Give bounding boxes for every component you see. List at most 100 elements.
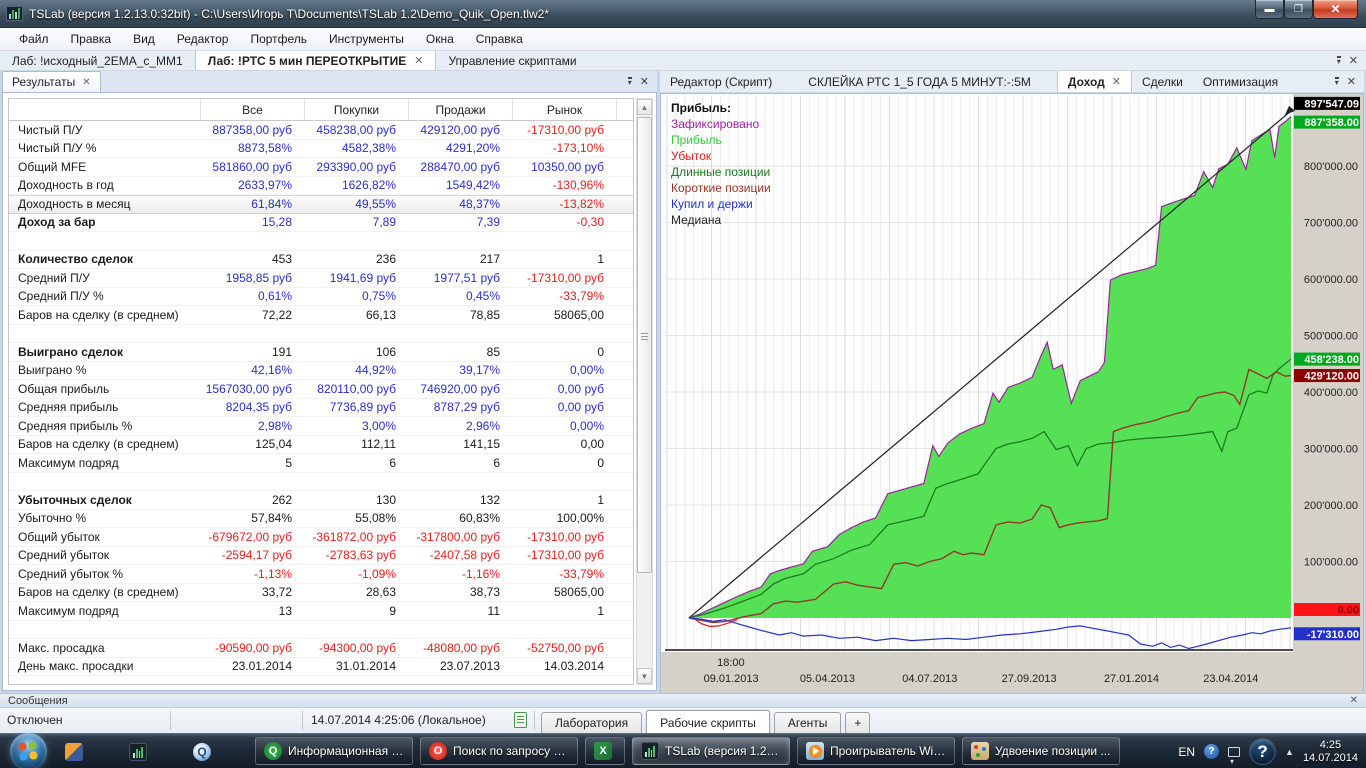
chart-tab[interactable]: Оптимизация <box>1193 71 1288 92</box>
table-row[interactable]: Убыточных сделок 262 130 132 1 <box>9 491 633 510</box>
help-tray-icon[interactable]: ? <box>1204 744 1220 759</box>
chevron-down-icon[interactable]: ▾ <box>1334 77 1339 87</box>
cell-value: 581860,00 руб <box>212 159 292 174</box>
chevron-down-icon[interactable]: ▾ <box>627 77 632 87</box>
tab-results[interactable]: Результаты ✕ <box>2 71 101 92</box>
column-header[interactable]: Покупки <box>305 99 409 120</box>
close-icon[interactable]: ✕ <box>1348 55 1358 67</box>
table-row[interactable]: Максимум подряд 5 6 6 0 <box>9 454 633 473</box>
table-row[interactable]: Баров на сделку (в среднем) 125,04 112,11 1… <box>9 436 633 454</box>
table-row[interactable]: Чистый П/У 887358,00 руб 458238,00 руб 4291… <box>9 121 633 140</box>
workspace-tab-Агенты[interactable]: Агенты <box>773 712 842 734</box>
table-row[interactable]: Средний убыток % -1,13% -1,09% -1,16% -33,79… <box>9 565 633 584</box>
menu-Справка[interactable]: Справка <box>475 32 523 46</box>
lab-tab[interactable]: Лаб: !исходный_2EMA_с_MM1 <box>0 51 195 70</box>
vertical-scrollbar[interactable]: ▲ ▼ <box>636 98 653 685</box>
workspace-tab-Рабочие скрипты[interactable]: Рабочие скрипты <box>646 710 770 734</box>
taskbar-button-Поиск по з[interactable]: O Поиск по запросу J... <box>420 737 578 765</box>
column-header[interactable]: Все <box>201 99 305 120</box>
messages-panel-header[interactable]: Сообщения ✕ <box>0 693 1366 707</box>
close-icon[interactable]: ✕ <box>1111 76 1121 88</box>
close-icon[interactable]: ✕ <box>82 76 91 88</box>
table-row[interactable]: Баров на сделку (в среднем) 72,22 66,13 78,… <box>9 306 633 325</box>
chart-tab[interactable]: Сделки <box>1132 71 1193 92</box>
table-row[interactable]: Максимум подряд 13 9 11 1 <box>9 602 633 621</box>
column-header[interactable]: Рынок <box>513 99 617 120</box>
chart-tab[interactable]: Доход ✕ <box>1056 71 1132 92</box>
lab-tab[interactable]: Управление скриптами <box>436 51 588 70</box>
table-row[interactable]: Доходность в год 2633,97% 1626,82% 1549,42%… <box>9 177 633 195</box>
taskbar-button[interactable]: X <box>585 737 625 765</box>
menu-Редактор[interactable]: Редактор <box>176 32 229 46</box>
table-row[interactable]: Баров на сделку (в среднем) 33,72 28,63 38,… <box>9 584 633 602</box>
opera-icon: O <box>429 742 447 760</box>
menu-Правка[interactable]: Правка <box>70 32 112 46</box>
chart-tab[interactable]: СКЛЕЙКА РТС 1_5 ГОДА 5 МИНУТ:-:5М <box>782 71 1057 92</box>
taskbar-button-Удвоение п[interactable]: Удвоение позиции ... <box>962 737 1120 765</box>
table-row[interactable]: Общий MFE 581860,00 руб 293390,00 руб 28847… <box>9 158 633 177</box>
table-row[interactable]: Доход за бар 15,28 7,89 7,39 -0,30 <box>9 214 633 232</box>
close-button[interactable]: ✕ <box>1313 0 1358 19</box>
table-row[interactable]: Средний убыток -2594,17 руб -2783,63 руб -2… <box>9 547 633 565</box>
chevron-down-icon[interactable]: ▾ <box>1336 56 1341 66</box>
lab-tab[interactable]: Лаб: !РТС 5 мин ПЕРЕОТКРЫТИЕ ✕ <box>194 51 437 70</box>
legend-item: Медиана <box>671 213 722 227</box>
table-row[interactable]: Выиграно сделок 191 106 85 0 <box>9 343 633 362</box>
table-row[interactable]: Общая прибыль 1567030,00 руб 820110,00 руб… <box>9 380 633 399</box>
scroll-up-icon[interactable]: ▲ <box>637 99 652 115</box>
scroll-down-icon[interactable]: ▼ <box>637 668 652 684</box>
title-bar[interactable]: TSLab (версия 1.2.13.0:32bit) - C:\Users… <box>0 0 1366 28</box>
table-row[interactable]: Средняя прибыль % 2,98% 3,00% 2,96% 0,00% <box>9 417 633 436</box>
graduation-cap-icon[interactable] <box>62 740 86 764</box>
legend-item: Короткие позиции <box>671 181 771 195</box>
close-icon[interactable]: ✕ <box>1349 695 1358 706</box>
taskbar-button-Проигрыват[interactable]: Проигрыватель Win... <box>797 737 955 765</box>
menu-Инструменты[interactable]: Инструменты <box>329 32 404 46</box>
cell-value: 48,37% <box>459 197 500 212</box>
table-row[interactable]: Средний П/У % 0,61% 0,75% 0,45% -33,79% <box>9 288 633 306</box>
bar-chart-icon[interactable] <box>126 740 150 764</box>
minimize-button[interactable]: ▬ <box>1255 0 1284 19</box>
table-row[interactable]: Общий убыток -679672,00 руб -361872,00 руб… <box>9 528 633 547</box>
equity-chart[interactable]: 100'000.00 200'000.00 300'000.00 400'000.00… <box>661 94 1363 693</box>
start-button[interactable] <box>10 733 47 768</box>
column-header[interactable]: Продажи <box>409 99 513 120</box>
log-notebook-icon[interactable] <box>514 712 527 728</box>
taskbar-button-Информацио[interactable]: Q Информационная с... <box>255 737 413 765</box>
question-tray-icon[interactable]: ? <box>1249 738 1277 765</box>
table-row[interactable]: Убыточно % 57,84% 55,08% 60,83% 100,00% <box>9 510 633 528</box>
table-row[interactable]: Макс. просадка -90590,00 руб -94300,00 руб… <box>9 639 633 658</box>
show-hidden-icons-icon[interactable] <box>1228 746 1241 766</box>
workspace-tab-+[interactable]: + <box>845 712 871 734</box>
series-Медиана <box>688 110 1292 619</box>
results-table[interactable]: Все Покупки Продажи Рынок Чистый П/У 887358,0… <box>8 98 634 685</box>
close-icon[interactable]: ✕ <box>414 55 424 67</box>
svg-text:429'120.00: 429'120.00 <box>1304 371 1359 383</box>
table-row[interactable]: День макс. просадки 23.01.2014 31.01.2014 2… <box>9 658 633 676</box>
scroll-thumb[interactable] <box>637 117 652 574</box>
close-icon[interactable]: ✕ <box>639 76 649 88</box>
row-label: Чистый П/У % <box>18 141 97 156</box>
taskbar-clock[interactable]: 4:25 14.07.2014 <box>1303 739 1358 765</box>
table-row[interactable]: Средняя прибыль 8204,35 руб 7736,89 руб 878… <box>9 399 633 417</box>
cell-value: 85 <box>486 344 500 359</box>
clock-date: 14.07.2014 <box>1302 751 1358 764</box>
language-indicator[interactable]: EN <box>1178 744 1196 759</box>
workspace-tab-Лаборатория[interactable]: Лаборатория <box>541 712 643 734</box>
menu-Файл[interactable]: Файл <box>19 32 49 46</box>
chart-tab-label: СКЛЕЙКА РТС 1_5 ГОДА 5 МИНУТ:-:5М <box>808 74 1031 89</box>
table-row[interactable]: Выиграно % 42,16% 44,92% 39,17% 0,00% <box>9 362 633 380</box>
taskbar-button-TSLab (вер[interactable]: TSLab (версия 1.2.1... <box>632 737 790 765</box>
show-desktop-triangle-icon[interactable]: ▲ <box>1285 746 1294 757</box>
blue-swirl-icon[interactable]: Q <box>190 740 214 764</box>
table-row[interactable]: Средний П/У 1958,85 руб 1941,69 руб 1977,51… <box>9 269 633 288</box>
chart-tab[interactable]: Редактор (Скрипт) <box>660 71 782 92</box>
table-row[interactable]: Чистый П/У % 8873,58% 4582,38% 4291,20% -173… <box>9 140 633 158</box>
close-icon[interactable]: ✕ <box>1346 76 1356 88</box>
menu-Вид[interactable]: Вид <box>133 32 155 46</box>
menu-Окна[interactable]: Окна <box>425 32 454 46</box>
restore-button[interactable]: ❐ <box>1284 0 1313 19</box>
table-row[interactable]: Доходность в месяц 61,84% 49,55% 48,37% -13,… <box>9 195 633 214</box>
table-row[interactable]: Количество сделок 453 236 217 1 <box>9 251 633 269</box>
menu-Портфель[interactable]: Портфель <box>250 32 308 46</box>
